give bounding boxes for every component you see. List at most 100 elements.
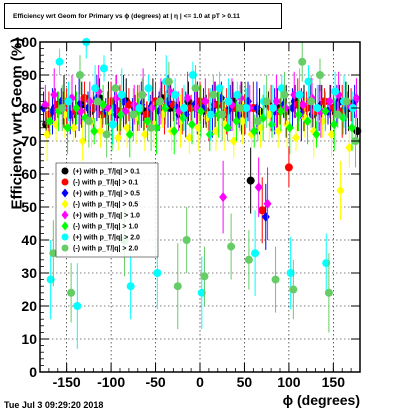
data-point: [303, 116, 312, 127]
data-point: [179, 112, 188, 123]
x-tick-label: 0: [196, 374, 204, 390]
data-point: [331, 87, 340, 96]
data-point: [265, 109, 274, 120]
legend-marker: [61, 178, 69, 186]
data-point: [262, 97, 271, 106]
data-point: [253, 117, 262, 126]
data-point: [324, 288, 333, 297]
data-point: [276, 106, 285, 117]
legend-label: (+) with p_T/|q| > 1.0: [73, 213, 140, 220]
data-point: [285, 122, 294, 133]
y-axis-label: Efficiency wrt Geom (%): [8, 37, 26, 210]
data-point: [170, 126, 179, 137]
data-point: [274, 126, 283, 137]
legend-label: (+) with p_T/|q| > 0.1: [73, 169, 140, 176]
data-point: [196, 97, 204, 106]
data-point: [135, 104, 144, 112]
data-point: [320, 97, 329, 106]
data-point: [140, 129, 149, 140]
data-point: [316, 71, 324, 79]
data-point: [307, 97, 316, 106]
data-point: [55, 57, 64, 66]
data-point: [219, 192, 228, 203]
data-point: [152, 122, 161, 133]
x-tick-label: 100: [277, 374, 301, 390]
data-point: [292, 132, 300, 143]
chart-title: Efficiency wrt Geom for Primary vs ϕ (de…: [13, 13, 240, 20]
data-points: [39, 38, 362, 349]
data-point: [93, 97, 102, 106]
data-point: [91, 84, 100, 93]
data-point: [41, 99, 50, 110]
data-point: [126, 282, 135, 291]
data-point: [313, 104, 322, 112]
data-point: [191, 84, 200, 93]
legend-label: (-) with p_T/|q| > 0.1: [73, 180, 138, 187]
data-point: [188, 119, 196, 130]
data-point: [272, 96, 281, 107]
y-tick-label: 100: [14, 34, 38, 50]
data-point: [76, 71, 84, 79]
data-point: [69, 122, 78, 133]
data-point: [72, 103, 81, 113]
data-point: [52, 119, 60, 130]
data-point: [200, 272, 209, 281]
data-point: [196, 106, 205, 117]
y-tick-label: 80: [21, 100, 37, 116]
data-point: [144, 84, 153, 93]
data-point: [96, 126, 105, 137]
data-point: [286, 269, 295, 277]
data-point: [348, 122, 356, 133]
data-point: [147, 123, 156, 132]
data-point: [212, 126, 220, 137]
y-tick-label: 60: [21, 166, 37, 182]
data-point: [117, 90, 126, 99]
legend-label: (+) with p_T/|q| > 2.0: [73, 235, 140, 242]
data-point: [49, 249, 58, 258]
y-tick-label: 20: [21, 298, 37, 314]
data-point: [294, 109, 303, 120]
legend-marker: [61, 233, 69, 241]
data-point: [197, 288, 206, 297]
data-point: [102, 130, 111, 139]
y-tick-label: 50: [21, 199, 37, 215]
data-point: [124, 100, 133, 109]
data-point: [256, 122, 265, 133]
legend-marker: [61, 244, 69, 252]
data-point: [254, 182, 263, 193]
data-point: [238, 116, 247, 127]
y-tick-label: 90: [21, 67, 37, 83]
y-tick-label: 10: [21, 331, 37, 347]
data-point: [209, 90, 218, 99]
data-point: [295, 90, 304, 99]
x-tick-label: -50: [145, 374, 165, 390]
data-point: [232, 116, 241, 127]
data-point: [322, 259, 331, 268]
data-point: [142, 110, 151, 119]
data-point: [229, 136, 238, 146]
data-point: [129, 110, 138, 119]
data-point: [327, 129, 336, 140]
data-point: [84, 117, 93, 126]
data-point: [224, 97, 233, 106]
legend-label: (-) with p_T/|q| > 1.0: [73, 224, 138, 231]
data-point: [325, 96, 334, 107]
x-tick-label: -150: [53, 374, 81, 390]
data-point: [194, 122, 203, 133]
legend-box: [55, 162, 159, 258]
data-point: [111, 84, 120, 93]
data-point: [263, 198, 272, 209]
data-point: [100, 64, 108, 73]
data-point: [290, 89, 299, 100]
data-point: [171, 90, 180, 99]
data-point: [85, 96, 94, 107]
legend-label: (-) with p_T/|q| > 0.5: [73, 202, 138, 209]
legend-label: (+) with p_T/|q| > 0.5: [73, 191, 140, 198]
legend-marker: [61, 167, 69, 175]
data-point: [345, 142, 354, 153]
data-point: [67, 288, 76, 297]
x-axis-label: ϕ (degrees): [282, 392, 360, 408]
data-point: [268, 119, 276, 130]
data-point: [277, 84, 286, 93]
data-point: [114, 132, 123, 143]
